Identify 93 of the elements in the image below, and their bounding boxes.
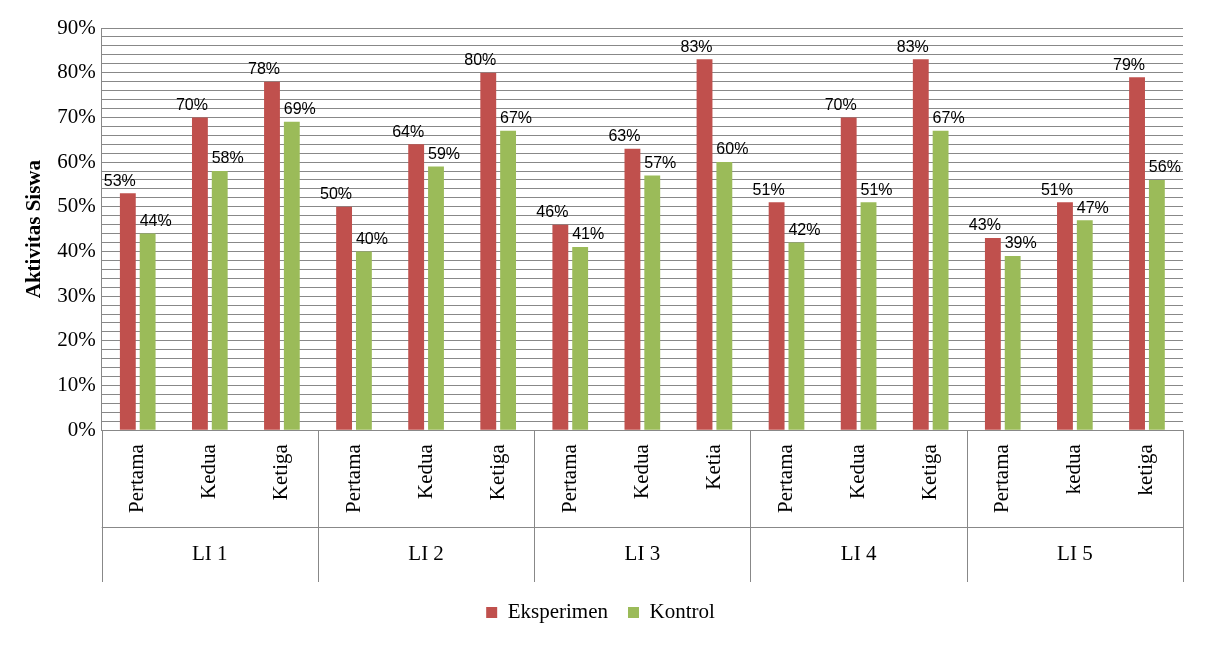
- x-tick-label: Kedua: [196, 443, 221, 500]
- y-tick-label: 10%: [57, 372, 96, 397]
- data-label: 58%: [211, 149, 244, 167]
- text: LI 5: [1057, 541, 1093, 566]
- bar: [984, 238, 1001, 430]
- bar: [840, 117, 857, 430]
- y-tick-label: 70%: [57, 103, 96, 128]
- x-tick-label: Kedua: [845, 443, 870, 500]
- x-tick-label: Kedua: [628, 443, 653, 500]
- data-label: 83%: [896, 37, 929, 55]
- data-label: 51%: [1040, 180, 1073, 198]
- bar: [1057, 202, 1073, 430]
- data-label: 80%: [464, 51, 497, 69]
- text: LI 1: [192, 541, 228, 566]
- data-label: 60%: [716, 140, 749, 158]
- bar: [480, 72, 497, 430]
- data-label: 83%: [680, 37, 713, 55]
- bar: [428, 166, 444, 430]
- y-tick-label: 20%: [57, 327, 96, 352]
- data-label: 39%: [1004, 234, 1037, 252]
- bar: [768, 202, 785, 430]
- data-label: 43%: [968, 216, 1001, 234]
- y-tick-label: 90%: [57, 14, 96, 39]
- y-tick-label: 60%: [57, 148, 96, 173]
- data-label: 41%: [572, 225, 605, 243]
- bar: [264, 81, 280, 430]
- data-label: 67%: [500, 109, 533, 127]
- data-label: 44%: [139, 211, 172, 229]
- bar: [1004, 255, 1021, 430]
- legend-label: Eksperimen: [507, 599, 609, 624]
- data-label: 57%: [644, 153, 677, 171]
- x-tick-label: Ketia: [700, 443, 725, 490]
- bar: [912, 59, 929, 430]
- text: LI 2: [408, 541, 444, 566]
- bar: [211, 171, 228, 430]
- data-label: 47%: [1076, 198, 1109, 216]
- x-tick-label: Pertama: [124, 443, 149, 514]
- x-tick-label: Pertama: [773, 443, 798, 514]
- bar: [191, 117, 208, 430]
- y-tick-label: 40%: [57, 237, 96, 262]
- data-label: 53%: [103, 171, 136, 189]
- data-label: 67%: [932, 109, 965, 127]
- bar: [139, 233, 156, 430]
- data-label: 79%: [1113, 55, 1146, 73]
- bar: [644, 175, 661, 430]
- data-label: 40%: [355, 229, 388, 247]
- data-label: 56%: [1148, 158, 1181, 176]
- data-label: 69%: [283, 100, 316, 118]
- bar: [1148, 179, 1165, 430]
- bar: [1129, 77, 1145, 430]
- data-label: 46%: [536, 203, 569, 221]
- data-label: 78%: [247, 60, 281, 78]
- bar: [932, 130, 949, 430]
- bar: [336, 206, 353, 430]
- y-tick-label: 50%: [57, 193, 96, 218]
- bar: [552, 224, 569, 430]
- text: LI 3: [624, 541, 661, 566]
- text: LI 4: [840, 541, 877, 566]
- bar: [696, 59, 713, 430]
- x-tick-label: Ketiga: [484, 443, 509, 501]
- x-tick-label: Pertama: [989, 443, 1014, 514]
- bar: [355, 251, 372, 430]
- bar: [119, 193, 136, 430]
- bar: [788, 242, 805, 430]
- bar: [500, 130, 517, 430]
- x-tick-label: ketiga: [1133, 443, 1158, 496]
- data-label: 42%: [788, 220, 821, 238]
- data-label: 51%: [860, 180, 893, 198]
- bar: [860, 202, 877, 430]
- data-label: 70%: [175, 95, 208, 113]
- data-label: 64%: [392, 122, 425, 140]
- bar: [624, 148, 641, 430]
- data-label: 51%: [752, 180, 785, 198]
- data-label: 63%: [608, 127, 641, 145]
- y-tick-label: 30%: [57, 282, 96, 307]
- bar: [283, 121, 300, 430]
- y-tick-label: 0%: [67, 416, 96, 441]
- bar: [1076, 220, 1093, 430]
- x-tick-label: Ketiga: [917, 443, 942, 501]
- y-axis-title: Aktivitas Siswa: [21, 159, 46, 299]
- y-tick-label: 80%: [57, 59, 96, 84]
- legend-label: Kontrol: [649, 599, 715, 624]
- x-tick-label: Kedua: [412, 443, 437, 500]
- bar: [572, 246, 589, 430]
- data-label: 59%: [427, 144, 461, 162]
- bar: [716, 162, 733, 430]
- x-tick-label: Ketiga: [268, 443, 293, 501]
- data-label: 50%: [320, 185, 353, 203]
- data-label: 70%: [824, 95, 857, 113]
- x-tick-label: Pertama: [340, 443, 365, 514]
- x-tick-label: Pertama: [556, 443, 581, 514]
- x-tick-label: kedua: [1061, 443, 1086, 495]
- bar: [408, 144, 425, 430]
